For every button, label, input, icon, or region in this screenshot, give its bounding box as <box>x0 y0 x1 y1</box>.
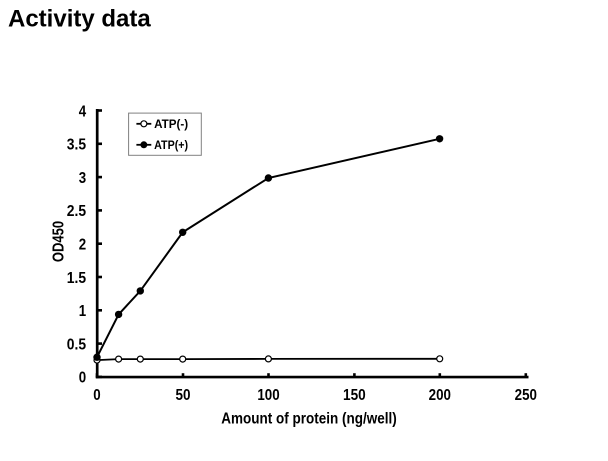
svg-text:150: 150 <box>343 387 366 404</box>
svg-text:2.5: 2.5 <box>67 203 86 220</box>
svg-text:250: 250 <box>515 387 537 404</box>
svg-text:ATP(-): ATP(-) <box>154 118 188 131</box>
svg-text:200: 200 <box>429 387 451 404</box>
svg-text:0: 0 <box>93 387 100 404</box>
svg-text:Amount of protein (ng/well): Amount of protein (ng/well) <box>221 411 396 428</box>
svg-text:1.5: 1.5 <box>67 270 86 287</box>
svg-text:ATP(+): ATP(+) <box>154 139 188 152</box>
svg-text:0: 0 <box>79 370 86 387</box>
svg-text:1: 1 <box>79 303 86 320</box>
svg-text:Activity data: Activity data <box>8 5 151 32</box>
svg-text:4: 4 <box>79 103 86 120</box>
svg-text:OD450: OD450 <box>51 221 68 262</box>
svg-text:50: 50 <box>176 387 191 404</box>
svg-text:0.5: 0.5 <box>67 336 86 353</box>
svg-text:2: 2 <box>79 237 86 254</box>
svg-text:3.5: 3.5 <box>67 137 86 154</box>
svg-text:3: 3 <box>79 170 86 187</box>
svg-text:100: 100 <box>257 387 279 404</box>
